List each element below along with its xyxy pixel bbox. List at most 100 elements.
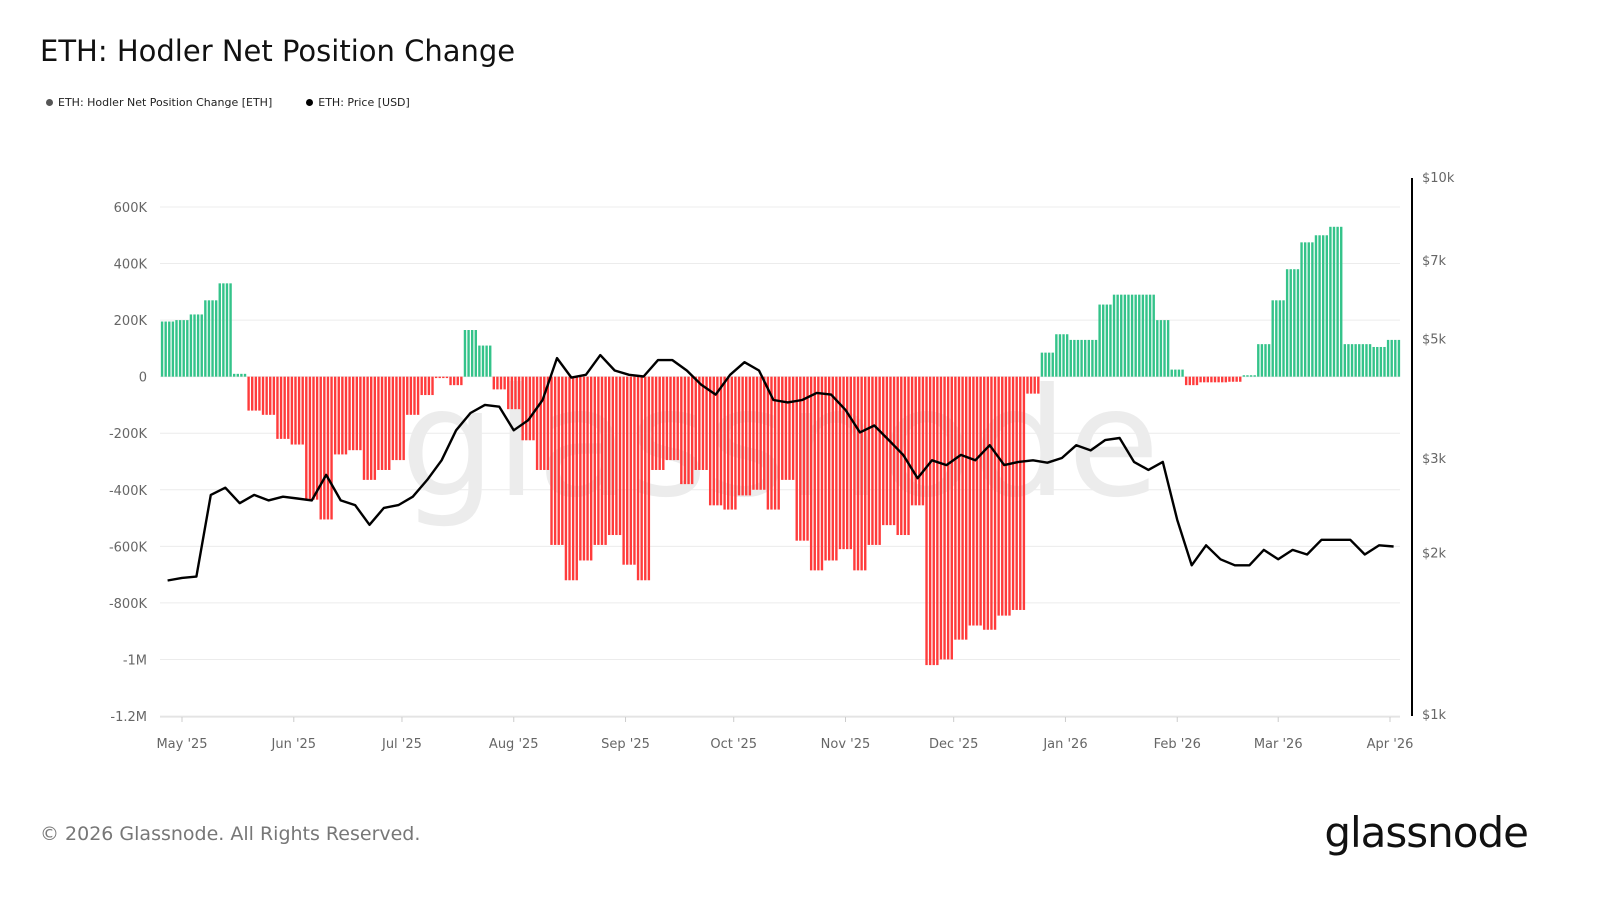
bar-positive [1321,235,1325,377]
bar-negative [932,376,935,666]
bar-negative [319,376,322,520]
bar-positive [478,345,481,377]
bar-negative [1037,376,1040,394]
bar-positive [193,314,196,377]
bar-negative [323,376,326,520]
bar-positive [1091,339,1094,377]
left-tick-label: -800K [109,597,148,612]
bar-negative [723,376,726,510]
bar-negative [434,376,438,379]
bar-negative [972,376,975,626]
bar-negative [986,376,990,630]
bar-positive [236,373,239,377]
bar-negative [921,376,925,506]
bar-positive [1109,304,1112,377]
bar-negative [1022,376,1026,610]
bar-negative [734,376,737,510]
bar-negative [384,376,387,470]
left-tick-label: -200K [109,427,148,442]
bar-positive [243,373,247,377]
bar-negative [820,376,824,571]
bar-positive [211,300,214,377]
bar-negative [950,376,953,660]
bar [882,376,896,526]
bar-negative [1239,376,1242,382]
legend: ETH: Hodler Net Position Change [ETH] ET… [46,96,410,109]
bar-positive [1116,294,1119,377]
bar-negative [759,376,762,490]
bar-negative [604,376,607,545]
bar-negative [514,376,517,410]
bar-positive [1120,294,1123,377]
bar-negative [946,376,950,660]
bar [1098,304,1112,377]
bar-positive [1102,304,1105,377]
bar-negative [773,376,777,510]
bar-negative [528,376,532,441]
bar-negative [943,376,946,660]
bar-positive [1148,294,1152,377]
bar-positive [1354,344,1357,377]
bar-positive [1065,334,1069,377]
right-tick-label: $5k [1422,333,1447,348]
bar [204,300,218,377]
bar [261,376,276,415]
left-tick-label: -600K [109,540,148,555]
bar-negative [355,376,358,451]
bar-negative [964,376,968,640]
legend-item-net-position[interactable]: ETH: Hodler Net Position Change [ETH] [46,96,272,109]
bar-negative [276,376,279,439]
bar-negative [611,376,615,536]
bar-positive [1062,334,1065,377]
bar [305,376,319,500]
bar-positive [1076,339,1080,377]
bar [521,376,535,441]
bar [218,283,232,377]
bar-negative [629,376,633,565]
bar-negative [550,376,553,545]
bar [939,376,953,660]
bar-negative [827,376,831,561]
bar-positive [1368,344,1372,377]
legend-item-price[interactable]: ETH: Price [USD] [306,96,410,109]
bar [550,376,564,545]
bar-positive [1141,294,1145,377]
bar-positive [1123,294,1127,377]
bar-positive [186,320,189,377]
bar-positive [1336,226,1339,377]
bar [1184,376,1199,386]
bar-positive [1260,344,1264,377]
bar-negative [1224,376,1228,383]
bar-positive [1055,334,1058,377]
bar-negative [997,376,1000,616]
bar-negative [337,376,340,455]
bar-negative [853,376,856,571]
bar-negative [763,376,766,490]
bar [1083,339,1098,377]
bar [1300,242,1314,377]
bar-negative [983,376,986,630]
bar-positive [1390,339,1393,377]
bar-positive [1134,294,1137,377]
bar-negative [730,376,734,510]
bar-positive [1073,339,1076,377]
bar-negative [672,376,676,461]
bar-positive [1307,242,1310,377]
bar-negative [409,376,413,415]
bar-negative [344,376,348,455]
bar [362,376,377,480]
bar-negative [258,376,261,411]
bar-negative [564,376,568,581]
bar-negative [993,376,997,630]
bar-negative [438,376,441,379]
bar [622,376,636,565]
bar-negative [835,376,838,561]
bar [478,345,492,377]
bar-negative [1033,376,1036,394]
bar-negative [510,376,514,410]
bar-positive [1365,344,1368,377]
bar [925,376,939,666]
bar-negative [1217,376,1220,383]
bar-negative [665,376,669,461]
bar-negative [719,376,723,506]
